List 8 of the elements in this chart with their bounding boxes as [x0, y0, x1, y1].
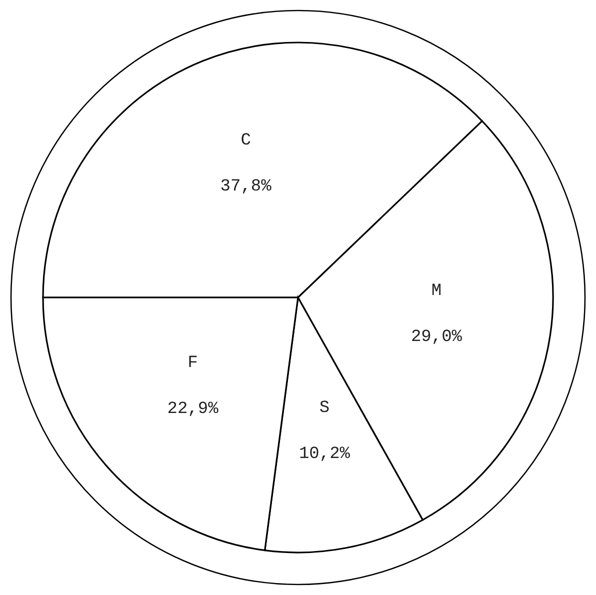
data-label: 29,0%	[410, 328, 463, 348]
slice-label: C	[240, 132, 251, 151]
slice-label: S	[319, 398, 330, 418]
slice-label: M	[431, 282, 442, 302]
data-label: 22,9%	[167, 400, 220, 419]
data-label: 10,2%	[298, 444, 351, 464]
slice-label: F	[188, 354, 198, 373]
data-label: 37,8%	[220, 178, 272, 197]
